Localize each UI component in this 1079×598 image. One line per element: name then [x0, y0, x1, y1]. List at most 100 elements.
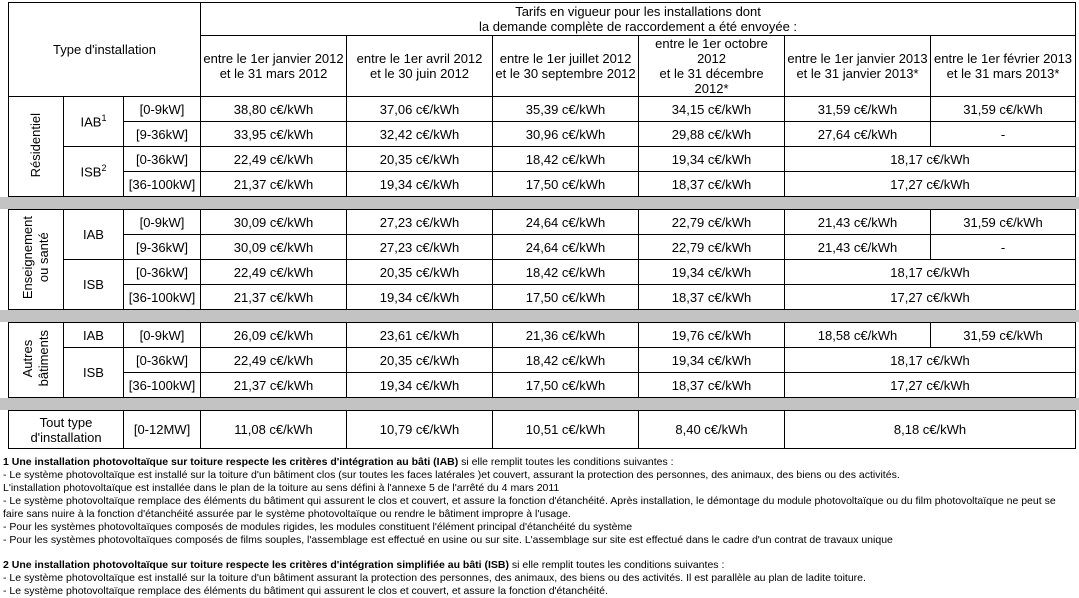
footnote-heading-rest: si elle remplit toutes les conditions su… — [509, 559, 725, 571]
footnote-line: - Pour les systèmes photovoltaïques comp… — [3, 521, 633, 533]
tariff-table-residentiel: Type d'installation Tarifs en vigueur po… — [7, 2, 1077, 197]
tariff-value: 22,49 c€/kWh — [200, 259, 347, 285]
tariff-value: 31,59 c€/kWh — [784, 96, 932, 122]
group-label-iab: IAB — [63, 322, 124, 348]
power-range-cell: [9-36kW] — [122, 121, 202, 147]
section-label-residentiel: Résidentiel — [8, 96, 64, 197]
tariff-value: 8,40 c€/kWh — [638, 410, 786, 449]
tariff-table-tout-type: Tout type d'installation [0-12MW] 11,08 … — [7, 410, 1077, 449]
tariff-value-merged: 17,27 c€/kWh — [784, 372, 1076, 398]
group-label-isb: ISB2 — [63, 146, 124, 197]
tariff-value: 20,35 c€/kWh — [346, 347, 493, 373]
power-range-cell: [9-36kW] — [123, 234, 201, 260]
tariff-value: 18,42 c€/kWh — [492, 146, 640, 172]
tariff-value: 38,80 c€/kWh — [200, 96, 348, 122]
tariff-value: 27,23 c€/kWh — [346, 234, 493, 260]
tariff-value: 32,42 c€/kWh — [346, 121, 494, 147]
tariff-value: 21,37 c€/kWh — [200, 372, 347, 398]
tariff-value: 17,50 c€/kWh — [492, 171, 640, 197]
tariff-value: 21,43 c€/kWh — [784, 209, 931, 235]
footnote-line: - Le système photovoltaïque est installé… — [3, 572, 866, 584]
footnote-line: - Le système photovoltaïque remplace des… — [3, 585, 608, 597]
tariff-value-merged: 17,27 c€/kWh — [784, 284, 1076, 310]
tariff-value: 21,37 c€/kWh — [200, 171, 348, 197]
tariff-value: 18,42 c€/kWh — [492, 347, 639, 373]
power-range-cell: [0-9kW] — [123, 322, 201, 348]
tariff-value: 18,37 c€/kWh — [638, 372, 785, 398]
section-label-enseignement: Enseignement ou santé — [8, 209, 64, 310]
tariff-value: 19,34 c€/kWh — [346, 372, 493, 398]
section-label-autres: Autres bâtiments — [8, 322, 64, 398]
tariff-value: 29,88 c€/kWh — [638, 121, 786, 147]
power-range-cell: [0-36kW] — [123, 259, 201, 285]
power-range-cell: [0-9kW] — [122, 96, 202, 122]
tariff-value: 22,49 c€/kWh — [200, 146, 348, 172]
tariff-value: 11,08 c€/kWh — [200, 410, 348, 449]
footnote-line: L'installation photovoltaïque est instal… — [3, 482, 560, 494]
tariff-value: 31,59 c€/kWh — [930, 96, 1077, 122]
power-range-cell: [0-12MW] — [123, 410, 202, 449]
power-range-cell: [36-100kW] — [123, 284, 201, 310]
footnotes: 1 Une installation photovoltaïque sur to… — [0, 449, 1079, 598]
tariff-value: 24,64 c€/kWh — [492, 234, 639, 260]
group-label-isb: ISB — [63, 259, 124, 310]
footnote-heading-rest: si elle remplit toutes les conditions su… — [458, 456, 674, 468]
tariff-value: 31,59 c€/kWh — [930, 322, 1076, 348]
tariff-value: 19,34 c€/kWh — [638, 347, 785, 373]
tariff-value: 22,79 c€/kWh — [638, 209, 785, 235]
tariff-value-merged: 18,17 c€/kWh — [784, 259, 1076, 285]
tariff-table-enseignement: Enseignement ou santé IAB [0-9kW] 30,09 … — [8, 209, 1076, 310]
tariff-value: 37,06 c€/kWh — [346, 96, 494, 122]
tariff-value: 33,95 c€/kWh — [200, 121, 348, 147]
tariff-value: 27,23 c€/kWh — [346, 209, 493, 235]
power-range-cell: [0-36kW] — [123, 347, 201, 373]
power-range-cell: [36-100kW] — [122, 171, 202, 197]
tariff-value: 18,42 c€/kWh — [492, 259, 639, 285]
tariff-value: 23,61 c€/kWh — [346, 322, 493, 348]
power-range-cell: [36-100kW] — [123, 372, 201, 398]
tariff-value: 34,15 c€/kWh — [638, 96, 786, 122]
tariff-value: 27,64 c€/kWh — [784, 121, 932, 147]
tariff-value: 30,09 c€/kWh — [200, 234, 347, 260]
footnote-line: - Pour les systèmes photovoltaïques comp… — [3, 534, 893, 546]
power-range-cell: [0-9kW] — [123, 209, 201, 235]
tariff-value-merged: 17,27 c€/kWh — [784, 171, 1077, 197]
power-range-cell: [0-36kW] — [122, 146, 202, 172]
tariff-value: 18,58 c€/kWh — [784, 322, 931, 348]
group-label-footnote-ref: 2 — [101, 163, 107, 174]
type-installation-header: Type d'installation — [7, 2, 202, 97]
tariff-value: 17,50 c€/kWh — [492, 372, 639, 398]
section-separator — [0, 310, 1079, 322]
footnote-heading-bold: 2 Une installation photovoltaïque sur to… — [3, 559, 510, 571]
tariff-value: 21,43 c€/kWh — [784, 234, 931, 260]
footnote-1: 1 Une installation photovoltaïque sur to… — [3, 456, 1073, 547]
tariff-value: 21,36 c€/kWh — [492, 322, 639, 348]
tariff-value-merged: 18,17 c€/kWh — [784, 347, 1076, 373]
footnote-line: - Le système photovoltaïque remplace des… — [3, 495, 1056, 520]
section-label-text: Enseignement ou santé — [20, 216, 51, 300]
tariff-value: 19,34 c€/kWh — [346, 284, 493, 310]
period-header-4: entre le 1er octobre 2012 et le 31 décem… — [638, 35, 786, 97]
tariff-value: - — [930, 234, 1076, 260]
period-header-3: entre le 1er juillet 2012 et le 30 septe… — [492, 35, 640, 97]
tariff-value: 20,35 c€/kWh — [346, 259, 493, 285]
tariff-value: 19,34 c€/kWh — [346, 171, 494, 197]
tariff-value: 30,96 c€/kWh — [492, 121, 640, 147]
tariff-value: 17,50 c€/kWh — [492, 284, 639, 310]
period-header-6: entre le 1er février 2013 et le 31 mars … — [930, 35, 1077, 97]
footnote-heading: 2 Une installation photovoltaïque sur to… — [3, 559, 1073, 572]
group-label-text: ISB — [80, 164, 102, 180]
group-label-text: IAB — [80, 114, 102, 130]
period-header-2: entre le 1er avril 2012 et le 30 juin 20… — [346, 35, 494, 97]
tariff-value: 20,35 c€/kWh — [346, 146, 494, 172]
section-label-text: Résidentiel — [28, 112, 43, 178]
tariff-value: 22,79 c€/kWh — [638, 234, 785, 260]
tariff-value: 18,37 c€/kWh — [638, 284, 785, 310]
tariff-value-merged: 8,18 c€/kWh — [784, 410, 1077, 449]
footnote-heading: 1 Une installation photovoltaïque sur to… — [3, 456, 1073, 469]
tariff-value: 10,51 c€/kWh — [492, 410, 640, 449]
period-header-1: entre le 1er janvier 2012 et le 31 mars … — [200, 35, 348, 97]
tariff-value: 24,64 c€/kWh — [492, 209, 639, 235]
tariff-value: 18,37 c€/kWh — [638, 171, 786, 197]
tariff-value: 19,34 c€/kWh — [638, 259, 785, 285]
